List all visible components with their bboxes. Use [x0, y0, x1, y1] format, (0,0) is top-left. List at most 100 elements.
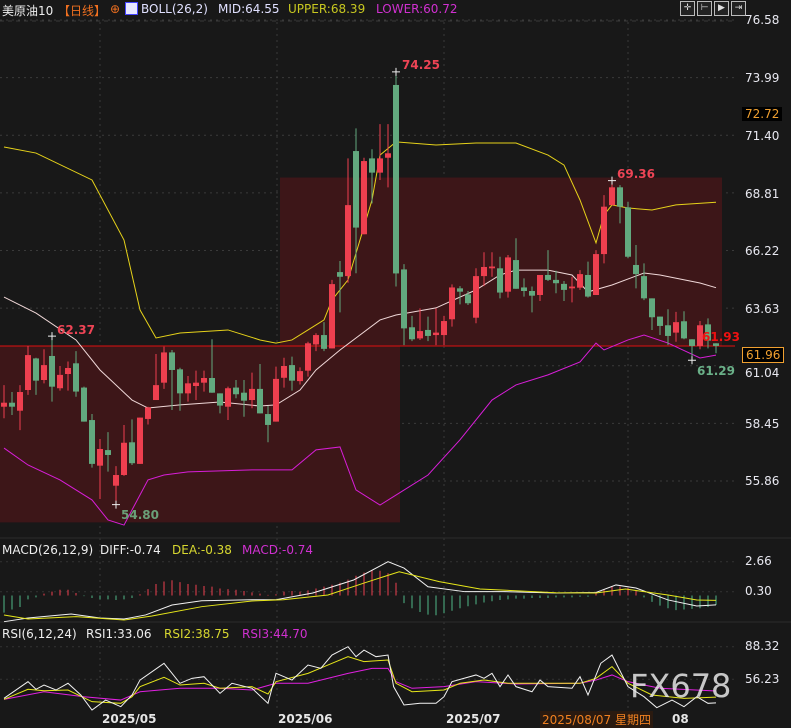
- price-tick: 76.58: [745, 13, 780, 27]
- boll-indicator[interactable]: BOLL(26,2): [141, 2, 208, 16]
- macd-panel: [3, 561, 717, 623]
- ref-line-label: 61.93: [702, 330, 740, 344]
- candle-body: [201, 378, 207, 383]
- candle-body: [313, 335, 319, 345]
- price-tick: 61.04: [745, 366, 780, 380]
- boll-lower: LOWER:60.72: [376, 2, 458, 16]
- candle-body: [249, 388, 255, 401]
- candle-body: [377, 158, 383, 173]
- candle-body: [217, 393, 223, 406]
- rsi2-line: [3, 656, 717, 704]
- candle-body: [65, 367, 71, 374]
- indicator-chart-icon[interactable]: [125, 2, 138, 15]
- candle-body: [521, 287, 527, 292]
- candle-body: [497, 268, 503, 293]
- candle-body: [9, 402, 15, 407]
- cursor-date: 2025/08/07 星期四: [540, 711, 653, 728]
- rsi2-value: RSI2:38.75: [164, 627, 230, 641]
- candle-body: [465, 294, 471, 304]
- candle-body: [417, 331, 423, 339]
- date-label: 2025/07: [446, 712, 501, 726]
- macd-tick: 2.66: [745, 554, 772, 568]
- candle-body: [265, 414, 271, 425]
- price-zones: [0, 177, 735, 523]
- candle-body: [505, 257, 511, 292]
- candle-body: [41, 365, 47, 381]
- price-tick: 66.22: [745, 244, 780, 258]
- jump-to-end-icon[interactable]: ⇥: [731, 1, 746, 16]
- candle-body: [137, 417, 143, 464]
- candle-body: [145, 407, 151, 419]
- candle-body: [697, 325, 703, 346]
- candle-body: [297, 371, 303, 382]
- candle-body: [169, 352, 175, 370]
- candle-body: [457, 288, 463, 292]
- high-label: 69.36: [617, 167, 655, 181]
- rsi1-line: [3, 646, 717, 711]
- candle-body: [129, 442, 135, 464]
- candle-body: [49, 355, 55, 387]
- candle-body: [585, 274, 591, 297]
- candle-body: [225, 388, 231, 407]
- extreme-marker: [688, 356, 696, 365]
- rsi-tick: 56.23: [745, 672, 780, 686]
- candle-body: [689, 339, 695, 346]
- candle-body: [433, 332, 439, 336]
- candle-body: [305, 343, 311, 371]
- candle-body: [321, 335, 327, 349]
- zoom-in-icon[interactable]: ⊢: [697, 1, 712, 16]
- price-zone-box: [0, 345, 400, 523]
- candle-body: [177, 369, 183, 394]
- candle-body: [81, 387, 87, 422]
- candle-body: [113, 475, 119, 486]
- candle-body: [57, 374, 63, 389]
- crosshair-target-icon[interactable]: ⊕: [110, 2, 121, 16]
- candle-body: [233, 387, 239, 395]
- candle-body: [385, 153, 391, 158]
- boll-upper: UPPER:68.39: [288, 2, 366, 16]
- date-label: 2025/06: [278, 712, 333, 726]
- crosshair-icon[interactable]: ✛: [680, 1, 695, 16]
- price-tick: 63.63: [745, 302, 780, 316]
- rsi-panel: [3, 646, 717, 711]
- step-forward-icon[interactable]: ▶: [714, 1, 729, 16]
- macd-diff: DIFF:-0.74: [100, 543, 161, 557]
- candle-body: [609, 187, 615, 206]
- rsi3-line: [3, 667, 717, 701]
- date-label: 08: [672, 712, 689, 726]
- candle-body: [545, 274, 551, 280]
- price-tick: 73.99: [745, 71, 780, 85]
- candle-body: [257, 388, 263, 414]
- candle-body: [593, 254, 599, 296]
- candle-body: [345, 205, 351, 277]
- candle-body: [17, 392, 23, 411]
- period-label[interactable]: 【日线】: [58, 4, 107, 18]
- macd-dea: DEA:-0.38: [172, 543, 232, 557]
- candle-body: [153, 385, 159, 401]
- high-label: 74.25: [402, 58, 440, 72]
- price-highlight: 72.72: [742, 107, 783, 121]
- candle-body: [473, 276, 479, 318]
- candle-body: [369, 158, 375, 173]
- boll-mid: MID:64.55: [218, 2, 280, 16]
- macd-title: MACD(26,12,9): [2, 543, 94, 557]
- candle-body: [241, 392, 247, 401]
- candle-body: [1, 402, 7, 407]
- candle-body: [633, 264, 639, 275]
- candle-body: [529, 291, 535, 296]
- candle-body: [209, 378, 215, 393]
- macd-diff-line: [3, 561, 717, 623]
- rsi1-value: RSI1:33.06: [86, 627, 152, 641]
- candle-body: [617, 187, 623, 207]
- price-tick: 71.40: [745, 129, 780, 143]
- candle-body: [401, 269, 407, 329]
- candle-body: [425, 329, 431, 336]
- candle-body: [337, 272, 343, 277]
- candle-body: [713, 343, 719, 346]
- rsi-title: RSI(6,12,24): [2, 627, 77, 641]
- low-label: 61.29: [697, 364, 735, 378]
- candle-body: [657, 316, 663, 326]
- last-price-label: 61.96: [742, 347, 785, 363]
- candle-body: [513, 260, 519, 289]
